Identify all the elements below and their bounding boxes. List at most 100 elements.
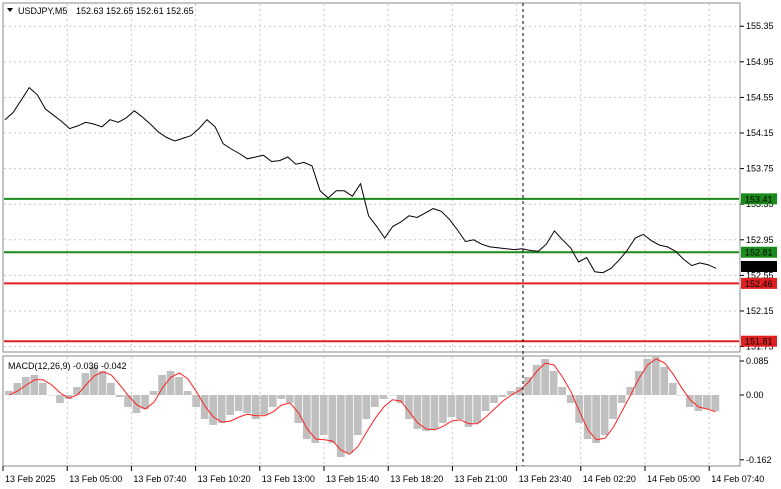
collapse-triangle-icon[interactable] bbox=[7, 8, 13, 12]
macd-bar bbox=[456, 395, 464, 419]
macd-bar bbox=[192, 395, 200, 407]
x-tick-label: 14 Feb 02:20 bbox=[583, 474, 636, 484]
macd-bar bbox=[115, 395, 124, 397]
macd-bar bbox=[22, 377, 30, 395]
macd-panel-frame bbox=[2, 355, 741, 467]
macd-bar bbox=[430, 395, 439, 429]
macd-bar bbox=[490, 395, 498, 403]
y-tick-label: 152.15 bbox=[746, 306, 774, 316]
symbol-title: USDJPY,M5 bbox=[18, 6, 67, 16]
macd-bar bbox=[447, 395, 456, 417]
macd-bar bbox=[592, 395, 600, 443]
macd-bar bbox=[328, 395, 337, 443]
macd-bar bbox=[541, 359, 549, 395]
level-lines[interactable] bbox=[4, 197, 739, 343]
macd-bar bbox=[532, 365, 541, 395]
macd-bar bbox=[711, 395, 720, 411]
level-badge bbox=[741, 277, 777, 289]
macd-bar bbox=[643, 359, 652, 395]
macd-bar bbox=[422, 395, 430, 431]
macd-bar bbox=[260, 395, 269, 415]
current-price-badge bbox=[741, 260, 777, 272]
macd-signal-line bbox=[9, 358, 716, 455]
macd-bar bbox=[549, 371, 558, 395]
macd-bar bbox=[405, 395, 413, 419]
macd-bar bbox=[90, 367, 98, 395]
macd-histogram bbox=[5, 357, 720, 457]
macd-bar bbox=[660, 367, 669, 395]
price-badges: 153.41 152.81 152.46 151.81 152.65 bbox=[741, 193, 777, 347]
macd-bar bbox=[149, 391, 158, 395]
y-tick-label: 152.55 bbox=[746, 270, 774, 280]
macd-bar bbox=[107, 383, 115, 395]
macd-bar bbox=[379, 395, 388, 399]
level-badge bbox=[741, 246, 777, 258]
macd-bar bbox=[30, 375, 39, 395]
macd-bar bbox=[319, 395, 328, 435]
macd-bar bbox=[575, 395, 583, 423]
y-tick-label: 152.95 bbox=[746, 235, 774, 245]
macd-bar bbox=[226, 395, 234, 415]
price-panel-frame bbox=[2, 2, 741, 353]
y-tick-label: 154.55 bbox=[746, 92, 774, 102]
y-tick-label: 154.15 bbox=[746, 128, 774, 138]
macd-bar bbox=[507, 391, 515, 395]
macd-bar bbox=[566, 395, 575, 403]
current-price-label: 152.65 bbox=[745, 262, 773, 272]
x-tick-label: 13 Feb 18:20 bbox=[390, 474, 443, 484]
macd-bar bbox=[302, 395, 311, 439]
macd-bar bbox=[13, 383, 22, 395]
macd-bar bbox=[243, 395, 251, 413]
level-badge bbox=[741, 335, 777, 347]
macd-bar bbox=[175, 377, 183, 395]
macd-bar bbox=[337, 395, 345, 457]
level-badge-label: 152.46 bbox=[745, 279, 773, 289]
macd-bar bbox=[73, 387, 81, 395]
x-tick-label: 13 Feb 05:00 bbox=[69, 474, 122, 484]
macd-bar bbox=[703, 395, 711, 409]
level-badge-label: 152.81 bbox=[745, 248, 773, 258]
x-tick-label: 14 Feb 05:00 bbox=[647, 474, 700, 484]
macd-bar bbox=[677, 395, 686, 396]
macd-bar bbox=[439, 395, 447, 423]
macd-bar bbox=[294, 395, 303, 423]
macd-bar bbox=[345, 395, 354, 453]
level-badge bbox=[741, 193, 777, 205]
macd-bar bbox=[396, 395, 405, 403]
macd-bar bbox=[47, 395, 56, 396]
macd-bar bbox=[371, 395, 379, 407]
macd-axis: 0.085 0.00 -0.162 bbox=[740, 356, 772, 465]
macd-bar bbox=[234, 395, 243, 411]
macd-bar bbox=[617, 395, 626, 403]
y-tick-label: 155.35 bbox=[746, 21, 774, 31]
y-tick-label: 154.95 bbox=[746, 57, 774, 67]
x-tick-label: 13 Feb 13:00 bbox=[262, 474, 315, 484]
macd-bar bbox=[600, 395, 609, 435]
macd-bar bbox=[251, 395, 260, 419]
macd-bar bbox=[158, 375, 166, 395]
macd-bar bbox=[124, 395, 132, 407]
macd-bar bbox=[98, 371, 107, 395]
macd-bar bbox=[558, 387, 566, 395]
macd-bar bbox=[64, 395, 73, 399]
macd-bar bbox=[626, 387, 635, 395]
x-tick-label: 13 Feb 23:40 bbox=[519, 474, 572, 484]
macd-bar bbox=[311, 395, 320, 443]
macd-bar bbox=[200, 395, 209, 419]
macd-bar bbox=[651, 357, 660, 395]
macd-bar bbox=[473, 395, 481, 423]
macd-bar bbox=[694, 395, 703, 411]
time-axis: 13 Feb 2025 13 Feb 05:00 13 Feb 07:40 13 Fe… bbox=[2, 466, 764, 484]
macd-bar bbox=[183, 391, 192, 395]
x-tick-label: 13 Feb 10:20 bbox=[198, 474, 251, 484]
macd-y-tick-label: 0.00 bbox=[746, 390, 764, 400]
level-badge-label: 151.81 bbox=[745, 337, 773, 347]
ohlc-readout: 152.63 152.65 152.61 152.65 bbox=[76, 6, 194, 16]
y-tick-label: 153.75 bbox=[746, 164, 774, 174]
macd-bar bbox=[362, 395, 371, 419]
macd-bar bbox=[277, 395, 286, 399]
macd-bar bbox=[209, 395, 217, 425]
macd-bar bbox=[56, 395, 64, 403]
